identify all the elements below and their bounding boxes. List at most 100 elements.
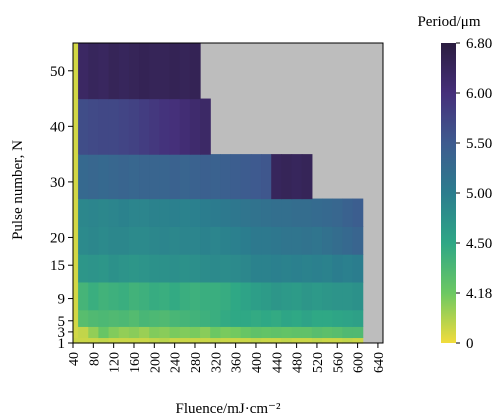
heatmap-cell (220, 154, 232, 200)
heatmap-cell (128, 281, 140, 311)
x-tick-label: 360 (230, 352, 245, 373)
x-axis-label: Fluence/mJ·cm⁻² (176, 401, 281, 417)
heatmap-cell (128, 198, 140, 227)
heatmap-cell (179, 98, 191, 155)
heatmap-cell (250, 254, 262, 283)
heatmap-cell (118, 43, 130, 100)
heatmap-cell (128, 309, 140, 327)
heatmap-cell (200, 326, 211, 339)
heatmap-cell (73, 198, 79, 227)
heatmap-cell (149, 281, 160, 311)
colorbar-tick-label: 4.18 (466, 286, 492, 302)
heatmap-cell (149, 98, 160, 155)
heatmap-cell (332, 226, 343, 255)
heatmap-cell (342, 226, 354, 255)
heatmap-cell (281, 254, 293, 283)
heatmap-cell (128, 98, 140, 155)
heatmap-cell (98, 43, 110, 100)
heatmap-cell (240, 309, 252, 327)
heatmap-cell (88, 198, 100, 227)
x-tick-label: 200 (148, 352, 163, 373)
heatmap-cell (240, 337, 252, 344)
y-axis-label: Pulse number, N (10, 140, 26, 240)
heatmap-cell (291, 226, 303, 255)
heatmap-cell (169, 254, 181, 283)
heatmap-cell (220, 226, 232, 255)
colorbar-ticks: 6.80 6.00 5.50 5.00 4.50 4.18 0 (456, 36, 492, 352)
heatmap-cell (301, 326, 313, 339)
heatmap-cell (281, 198, 293, 227)
heatmap-cell (88, 154, 100, 200)
heatmap-cell (261, 337, 272, 344)
heatmap-cell (73, 326, 79, 339)
heatmap-cell (311, 281, 323, 311)
heatmap-cell (78, 43, 89, 100)
heatmap-cell (322, 226, 333, 255)
heatmap-cell (210, 309, 221, 327)
heatmap-cell (200, 154, 211, 200)
heatmap-cell (108, 43, 120, 100)
heatmap-cell (98, 281, 110, 311)
heatmap-cell (301, 337, 313, 344)
heatmap-cell (281, 226, 293, 255)
heatmap-cell (179, 309, 191, 327)
heatmap-cell (128, 226, 140, 255)
heatmap-cell (250, 337, 262, 344)
heatmap-cell (220, 281, 232, 311)
heatmap-cell (291, 326, 303, 339)
heatmap-cell (240, 254, 252, 283)
heatmap-cell (200, 198, 211, 227)
heatmap-cell (159, 226, 171, 255)
heatmap-cell (159, 198, 171, 227)
heatmap-cell (281, 281, 293, 311)
heatmap-cell (210, 226, 221, 255)
y-tick-label: 30 (50, 175, 65, 191)
heatmap-cell (169, 154, 181, 200)
heatmap-cell (271, 337, 282, 344)
heatmap-cell (169, 43, 181, 100)
heatmap-cell (301, 309, 313, 327)
heatmap-cell (108, 226, 120, 255)
heatmap-cell (311, 309, 323, 327)
heatmap-cell (271, 198, 282, 227)
heatmap-cell (108, 309, 120, 327)
colorbar-tick-label: 0 (466, 336, 474, 352)
heatmap-cell (332, 281, 343, 311)
heatmap-cell (149, 226, 160, 255)
heatmap-cell (261, 254, 272, 283)
x-tick-label: 80 (87, 352, 102, 366)
heatmap-cell (169, 226, 181, 255)
heatmap-cell (352, 337, 364, 344)
y-tick-label: 40 (50, 119, 65, 135)
heatmap-cell (98, 254, 110, 283)
heatmap-cell (169, 198, 181, 227)
x-tick-label: 560 (331, 352, 346, 373)
heatmap-cell (169, 98, 181, 155)
heatmap-cell (73, 281, 79, 311)
heatmap-cell (291, 281, 303, 311)
heatmap-cell (230, 254, 242, 283)
heatmap-cell (189, 98, 201, 155)
heatmap-cell (301, 254, 313, 283)
heatmap-cell (118, 254, 130, 283)
heatmap-cell (169, 326, 181, 339)
heatmap-cell (108, 154, 120, 200)
heatmap-cell (342, 198, 354, 227)
heatmap-cell (159, 337, 171, 344)
heatmap-cell (189, 198, 201, 227)
heatmap-cell (189, 309, 201, 327)
heatmap-cell (311, 337, 323, 344)
heatmap-cell (98, 226, 110, 255)
heatmap-cell (179, 281, 191, 311)
heatmap-cell (139, 98, 150, 155)
heatmap-cell (128, 326, 140, 339)
heatmap-cell (210, 281, 221, 311)
x-tick-label: 600 (352, 352, 367, 373)
heatmap-cell (189, 337, 201, 344)
heatmap-cell (159, 309, 171, 327)
y-tick-label: 15 (50, 258, 65, 274)
heatmap-cell (291, 254, 303, 283)
heatmap-cell (139, 254, 150, 283)
x-tick-label: 520 (311, 352, 326, 373)
heatmap-cell (73, 98, 79, 155)
